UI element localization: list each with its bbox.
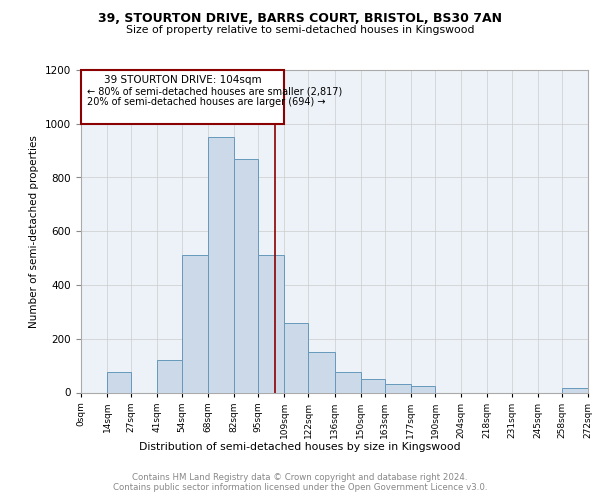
Bar [361,379,385,392]
Bar [107,372,131,392]
Text: 20% of semi-detached houses are larger (694) →: 20% of semi-detached houses are larger (… [86,97,325,107]
FancyBboxPatch shape [81,70,284,124]
Text: 39, STOURTON DRIVE, BARRS COURT, BRISTOL, BS30 7AN: 39, STOURTON DRIVE, BARRS COURT, BRISTOL… [98,12,502,26]
Bar [411,386,435,392]
Bar [284,322,308,392]
Text: Size of property relative to semi-detached houses in Kingswood: Size of property relative to semi-detach… [126,25,474,35]
Bar [157,360,182,392]
Bar [308,352,335,393]
Text: ← 80% of semi-detached houses are smaller (2,817): ← 80% of semi-detached houses are smalle… [86,86,342,96]
Bar [385,384,411,392]
Text: Distribution of semi-detached houses by size in Kingswood: Distribution of semi-detached houses by … [139,442,461,452]
Bar [182,256,208,392]
Text: 39 STOURTON DRIVE: 104sqm: 39 STOURTON DRIVE: 104sqm [104,75,262,85]
Bar [258,256,284,392]
Bar [335,372,361,392]
Bar [562,388,588,392]
Text: Contains HM Land Registry data © Crown copyright and database right 2024.
Contai: Contains HM Land Registry data © Crown c… [113,472,487,492]
Bar [234,158,258,392]
Y-axis label: Number of semi-detached properties: Number of semi-detached properties [29,135,40,328]
Bar [208,137,234,392]
